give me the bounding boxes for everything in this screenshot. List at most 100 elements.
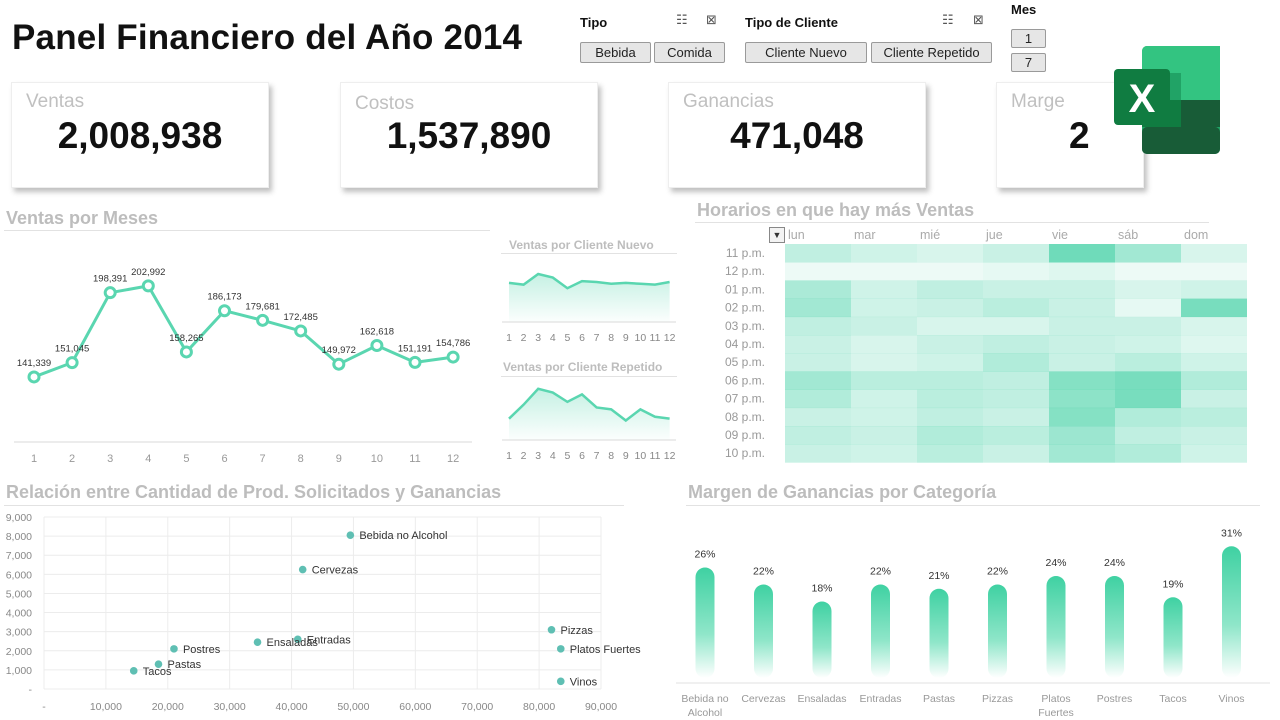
heatmap-cell: [1115, 407, 1181, 427]
line-point: [370, 339, 384, 353]
heatmap-cell: [785, 426, 851, 445]
multi-select-icon[interactable]: ☷: [942, 12, 954, 27]
slicer-tipo-comida[interactable]: Comida: [654, 42, 725, 63]
heatmap-cell: [1115, 298, 1181, 318]
scatter-point: [170, 645, 178, 653]
x-tick-label: 6: [221, 453, 227, 465]
heatmap-cell: [983, 280, 1049, 299]
dropdown-icon[interactable]: ▼: [769, 227, 785, 243]
heatmap-row-label: 12 p.m.: [725, 264, 765, 278]
x-tick-label: 3: [535, 332, 541, 344]
heatmap-cell: [1115, 371, 1181, 390]
line-point: [103, 286, 117, 300]
scatter-point-label: Ensaladas: [267, 637, 319, 649]
heatmap-cell: [851, 335, 917, 354]
heatmap-cell: [1049, 389, 1115, 409]
sparkline-repetido-title: Ventas por Cliente Repetido: [503, 360, 663, 374]
x-tick-label: 40,000: [275, 701, 307, 713]
sparkline-nuevo: 1 2 3 4 5 6 7 8 9 10 11 12: [502, 272, 676, 344]
x-tick-label: 80,000: [523, 701, 555, 713]
slicer-tipo-bebida[interactable]: Bebida: [580, 42, 651, 63]
heatmap-cell: [1049, 444, 1115, 463]
clear-filter-icon[interactable]: ⊠: [706, 12, 717, 27]
heatmap-cell: [1049, 371, 1115, 390]
heatmap-cell: [917, 426, 983, 445]
x-tick-label: 11: [650, 332, 661, 344]
scatter-point: [129, 667, 138, 675]
heatmap-cell: [983, 371, 1049, 390]
heatmap-cell: [785, 389, 851, 409]
data-label: 202,992: [131, 267, 165, 278]
x-tick-label: 5: [564, 332, 570, 344]
heatmap-cell: [1181, 407, 1247, 427]
scatter-point-label: Pizzas: [560, 625, 593, 637]
excel-logo-icon: X: [1114, 46, 1220, 154]
kpi-ventas-card: Ventas 2,008,938: [11, 82, 269, 188]
heatmap-row-label: 03 p.m.: [725, 319, 765, 333]
bar-chart-title: Margen de Ganancias por Categoría: [688, 482, 997, 502]
scatter-chart: - 1,000 2,000 3,000 4,000 5,000 6,000 7,000 8,00…: [6, 512, 641, 713]
heatmap-cell: [1049, 426, 1115, 445]
heatmap-column-label: dom: [1184, 228, 1208, 242]
heatmap-cell: [1049, 316, 1115, 336]
data-label: 151,045: [55, 344, 89, 355]
x-tick-label: 7: [594, 332, 600, 344]
data-label: 151,191: [398, 343, 432, 354]
y-tick-label: 2,000: [6, 646, 32, 658]
x-tick-label: 9: [623, 332, 629, 344]
x-tick-label: 1: [31, 453, 37, 465]
slicer-cliente-repetido[interactable]: Cliente Repetido: [871, 42, 992, 63]
heatmap-cell: [1115, 316, 1181, 336]
heatmap-cell: [1181, 316, 1247, 336]
scatter-point-label: Platos Fuertes: [570, 644, 641, 656]
bar-data-label: 22%: [987, 566, 1008, 578]
page-title: Panel Financiero del Año 2014: [12, 18, 523, 57]
multi-select-icon[interactable]: ☷: [676, 12, 688, 27]
x-tick-label: 7: [260, 453, 266, 465]
data-label: 162,618: [360, 327, 394, 338]
x-tick-label: 12: [447, 453, 459, 465]
x-tick-label: 60,000: [399, 701, 431, 713]
heatmap-cell: [917, 371, 983, 390]
scatter-point: [253, 638, 262, 646]
heatmap-cell: [983, 244, 1049, 263]
data-label: 154,786: [436, 338, 470, 349]
bar-data-label: 18%: [811, 583, 832, 595]
x-tick-label: 12: [664, 332, 676, 344]
line-chart: 141,339 1 151,045 2 198,391 3 202,992 4 158,265 5…: [14, 267, 472, 465]
bar: [929, 588, 949, 678]
kpi-costos-value: 1,537,890: [386, 115, 552, 156]
x-tick-label: 70,000: [461, 701, 493, 713]
sparkline-series: [508, 387, 670, 423]
heatmap-cell: [983, 353, 1049, 372]
heatmap-cell: [983, 389, 1049, 409]
sparkline-repetido: 1 2 3 4 5 6 7 8 9 10 11 12: [502, 387, 676, 462]
kpi-costos-label: Costos: [355, 93, 415, 114]
x-tick-label: Vinos: [1218, 693, 1244, 705]
x-tick-label: 8: [608, 450, 614, 462]
x-tick-label: 9: [623, 450, 629, 462]
x-tick-label: Entradas: [859, 693, 901, 705]
heatmap-cell: [851, 316, 917, 336]
line-point: [218, 304, 231, 318]
x-tick-label: 30,000: [214, 701, 246, 713]
clear-filter-icon[interactable]: ⊠: [973, 12, 984, 27]
data-label: 172,485: [284, 312, 318, 323]
heatmap-cell: [917, 335, 983, 354]
x-tick-label: 10: [635, 450, 647, 462]
x-tick-label: 10: [371, 453, 383, 465]
kpi-ganancias-label: Ganancias: [683, 91, 774, 112]
heatmap-cell: [1181, 262, 1247, 281]
heatmap-cell: [1181, 298, 1247, 318]
x-tick-label: Platos Fuertes: [1038, 693, 1074, 719]
heatmap-cell: [851, 389, 917, 409]
slicer-mes-1[interactable]: 1: [1011, 29, 1046, 48]
heatmap-cell: [1049, 262, 1115, 281]
line-point: [141, 279, 155, 293]
slicer-cliente-nuevo[interactable]: Cliente Nuevo: [745, 42, 867, 63]
slicer-mes-7[interactable]: 7: [1011, 53, 1046, 72]
x-tick-label: 90,000: [585, 701, 617, 713]
kpi-margen-value: 2: [1069, 115, 1090, 156]
heatmap-cell: [1049, 244, 1115, 263]
data-label: 198,391: [93, 274, 127, 285]
